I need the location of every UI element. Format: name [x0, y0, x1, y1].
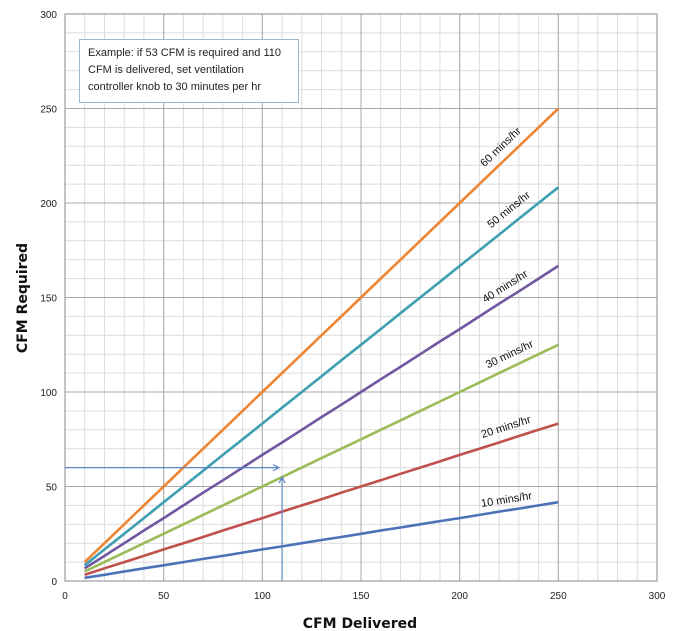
y-tick-label: 300 — [40, 10, 57, 21]
x-tick-label: 100 — [254, 591, 271, 602]
x-axis-title: CFM Delivered — [303, 616, 417, 631]
required-arrow-head — [272, 464, 281, 472]
series-label: 20 mins/hr — [480, 414, 533, 441]
x-tick-label: 300 — [649, 591, 666, 602]
delivered-arrow-head — [278, 475, 286, 484]
series-label: 50 mins/hr — [485, 189, 533, 231]
y-tick-labels: 0 50 100 150 200 250 300 — [40, 10, 57, 588]
x-tick-label: 150 — [353, 591, 370, 602]
example-arrows — [65, 464, 286, 581]
y-tick-label: 200 — [40, 199, 57, 210]
example-note: Example: if 53 CFM is required and 110 C… — [79, 39, 299, 103]
series-line — [83, 186, 560, 567]
series-line — [84, 343, 559, 573]
series-line — [84, 422, 559, 577]
plot-area-border — [64, 13, 658, 582]
y-axis-title: CFM Required — [15, 243, 31, 353]
x-tick-label: 250 — [550, 591, 567, 602]
y-tick-label: 150 — [40, 294, 57, 305]
series-line — [84, 264, 560, 570]
x-tick-label: 0 — [62, 591, 68, 602]
x-tick-label: 200 — [451, 591, 468, 602]
series-lines — [83, 107, 560, 580]
series-line — [83, 107, 560, 564]
y-tick-label: 50 — [46, 483, 58, 494]
y-tick-label: 250 — [40, 105, 57, 116]
y-tick-label: 0 — [51, 577, 57, 588]
x-tick-label: 50 — [158, 591, 170, 602]
series-line — [84, 500, 559, 580]
y-tick-label: 100 — [40, 388, 57, 399]
x-tick-labels: 0 50 100 150 200 250 300 — [62, 591, 666, 602]
